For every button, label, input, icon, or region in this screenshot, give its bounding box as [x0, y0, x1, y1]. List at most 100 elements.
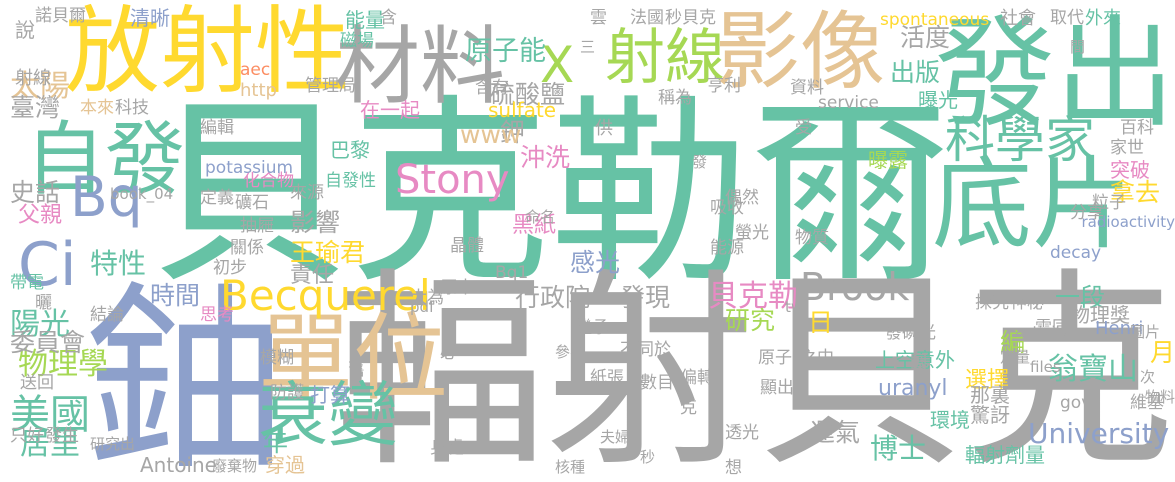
cloud-word: Henri	[1095, 318, 1144, 339]
cloud-word: 抽屜	[240, 216, 274, 236]
cloud-word: uranyl	[878, 376, 948, 401]
cloud-word: 帶電	[10, 273, 44, 293]
cloud-word: 臺灣	[10, 93, 61, 122]
cloud-word: 想	[725, 458, 742, 478]
cloud-word: 曝露	[868, 148, 908, 172]
cloud-word: 選擇	[965, 368, 1010, 393]
cloud-word: 美國	[10, 392, 90, 438]
cloud-word: 大為	[410, 288, 444, 308]
cloud-word: Becquerel	[220, 271, 431, 320]
cloud-word: 只好	[10, 426, 44, 446]
cloud-word: 透光	[725, 423, 759, 443]
cloud-word: 百科	[1120, 118, 1154, 138]
cloud-word: 活度	[900, 23, 951, 52]
cloud-word: 意外	[915, 348, 955, 372]
cloud-word: 上空	[875, 348, 915, 372]
cloud-word: 探究	[975, 293, 1009, 313]
cloud-word: 清晰	[130, 6, 170, 30]
cloud-word: 夫婦	[600, 428, 631, 446]
cloud-word: 發現	[620, 283, 671, 312]
cloud-word: 之中	[800, 348, 834, 368]
cloud-word: 感光	[570, 248, 621, 277]
cloud-word: 在一起	[360, 98, 420, 122]
cloud-word: activity	[1015, 323, 1071, 341]
cloud-word: 單位	[258, 304, 449, 414]
cloud-word: 繼承	[575, 318, 609, 338]
cloud-word: 供	[595, 118, 613, 139]
cloud-word: 物理學	[18, 347, 108, 382]
cloud-word: 稱為	[658, 88, 692, 108]
cloud-word: 衰變	[258, 374, 398, 456]
cloud-word: 行政院	[515, 283, 591, 312]
cloud-word: 圖片	[1130, 323, 1161, 341]
cloud-word: 雷同	[1035, 318, 1069, 338]
cloud-word: 發	[692, 153, 708, 171]
cloud-word: 驚訝	[970, 403, 1010, 427]
cloud-word: 思考	[200, 305, 234, 325]
cloud-word: 取代	[1050, 8, 1084, 28]
cloud-word: 亨利	[707, 76, 741, 96]
cloud-word: 居里	[20, 427, 80, 462]
cloud-word: 含有	[475, 78, 509, 98]
cloud-word: 研究	[725, 306, 776, 335]
cloud-word: book_04	[110, 185, 174, 203]
cloud-word: 運氣	[810, 418, 861, 447]
cloud-word: 影像	[715, 3, 886, 102]
cloud-word: 模糊	[260, 348, 294, 368]
cloud-word: 家世	[1110, 138, 1144, 158]
cloud-word: 物質	[795, 228, 829, 248]
cloud-word: 分享	[1070, 203, 1104, 223]
cloud-word: 必	[440, 343, 457, 363]
cloud-word: 自發性	[325, 171, 376, 191]
cloud-word: 黑紙	[512, 213, 557, 238]
cloud-word: 紙張	[590, 368, 624, 388]
cloud-word: 鉀	[500, 118, 526, 147]
cloud-word: 能源	[710, 238, 744, 258]
cloud-word: 圖	[910, 353, 927, 373]
cloud-word: 法國	[630, 8, 664, 28]
cloud-word: radioactivity	[1081, 213, 1175, 231]
cloud-word: 翁寶山	[1048, 352, 1138, 387]
cloud-word: 神秘	[1010, 293, 1044, 313]
cloud-word: 時間	[150, 281, 201, 310]
cloud-word: 晶體	[450, 236, 484, 256]
cloud-word: potassium	[205, 158, 294, 178]
cloud-word: 不同於	[620, 340, 671, 360]
cloud-word: 輻射貝克	[334, 250, 1175, 482]
cloud-word: 月	[1149, 338, 1175, 367]
cloud-word: 責任	[290, 263, 335, 288]
cloud-word: 受	[795, 118, 812, 138]
cloud-word: 廢棄物	[212, 457, 258, 475]
cloud-word: aec	[240, 60, 271, 80]
cloud-word: 自發	[25, 113, 185, 206]
cloud-word: 一段	[1055, 283, 1106, 312]
cloud-word: 輻射劑量	[965, 443, 1045, 467]
cloud-word: 社會	[1000, 8, 1036, 29]
cloud-word: 偶然	[725, 188, 759, 208]
cloud-word: 陽光	[10, 307, 70, 342]
cloud-word: 說	[15, 18, 35, 42]
cloud-word: 科技	[115, 98, 149, 118]
cloud-word: 送回	[20, 373, 54, 393]
cloud-word: 間	[1070, 38, 1086, 56]
cloud-word: 秒	[640, 448, 656, 466]
cloud-word: 打算	[310, 383, 350, 407]
cloud-word: 編	[1000, 328, 1026, 357]
cloud-word: 吸收	[710, 198, 744, 218]
cloud-word: 礦石	[235, 193, 269, 213]
cloud-word: 太陽	[10, 69, 70, 104]
cloud-word: 化合物	[243, 171, 294, 191]
cloud-word: 三	[580, 38, 596, 56]
cloud-word: 編輯	[200, 118, 234, 138]
cloud-word: 外來	[1085, 8, 1121, 29]
cloud-word: sulfate	[488, 98, 557, 122]
cloud-word: 環境	[930, 408, 970, 432]
cloud-word: Ci	[18, 230, 77, 300]
cloud-word: 拿去	[1110, 178, 1161, 207]
cloud-word: www	[460, 120, 522, 149]
cloud-word: 發磷光	[885, 323, 936, 343]
cloud-word: 本來	[80, 98, 114, 118]
cloud-word: 核種	[555, 458, 586, 476]
cloud-word: 原子	[758, 348, 792, 368]
cloud-word: 日	[808, 308, 834, 337]
